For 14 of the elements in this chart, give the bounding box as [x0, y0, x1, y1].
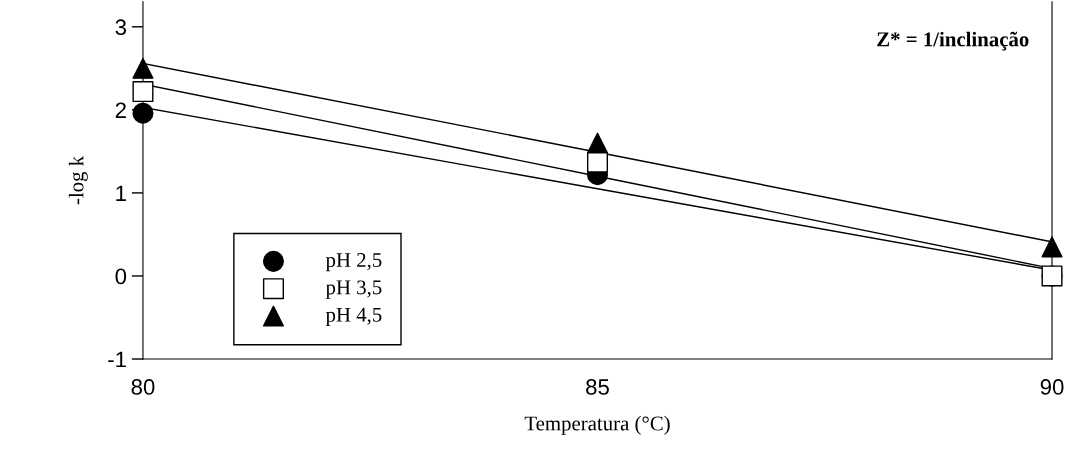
legend-label: pH 2,5 [325, 253, 382, 272]
legend-label: pH 4,5 [325, 307, 382, 326]
annotation: Z* = 1/inclinação [877, 31, 1029, 51]
y-tick-label: -1 [108, 351, 126, 368]
x-tick-label: 85 [586, 379, 609, 395]
y-axis-title: -log k [68, 155, 88, 205]
x-tick-label: 90 [1040, 379, 1064, 395]
legend-label: pH 3,5 [325, 280, 382, 299]
y-tick-label: 2 [115, 102, 126, 118]
y-tick-label: 1 [116, 185, 126, 201]
x-tick-label: 80 [131, 379, 155, 395]
y-tick-label: 0 [115, 268, 127, 285]
y-tick-label: 3 [115, 19, 127, 36]
x-axis-title: Temperatura (°C) [524, 415, 670, 435]
